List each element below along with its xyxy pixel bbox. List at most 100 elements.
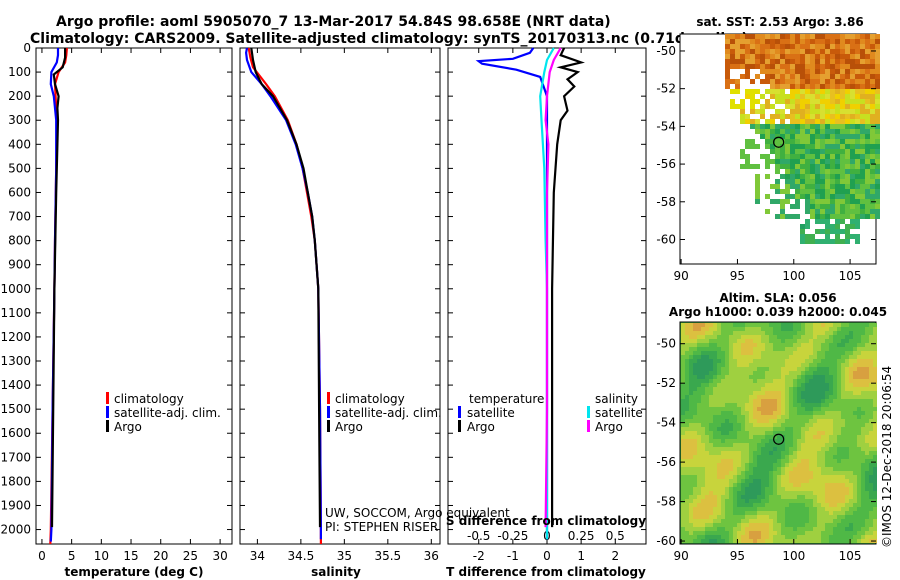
sst-pixel	[760, 49, 765, 54]
sst-pixel	[860, 129, 865, 134]
sla-pixel	[737, 519, 741, 523]
sla-pixel	[685, 423, 689, 427]
sst-pixel	[815, 149, 820, 154]
sla-pixel	[873, 531, 877, 535]
sla-pixel	[761, 327, 765, 331]
sst-pixel	[870, 139, 875, 144]
sla-pixel	[701, 455, 705, 459]
sla-pixel	[873, 463, 877, 467]
sla-pixel	[753, 439, 757, 443]
sla-pixel	[873, 343, 877, 347]
sla-pixel	[849, 467, 853, 471]
sla-pixel	[773, 415, 777, 419]
sla-pixel	[725, 395, 729, 399]
sla-pixel	[801, 367, 805, 371]
sla-pixel	[821, 371, 825, 375]
sst-pixel	[840, 39, 845, 44]
sst-pixel	[840, 159, 845, 164]
sla-pixel	[685, 479, 689, 483]
sla-pixel	[845, 495, 849, 499]
sla-pixel	[717, 511, 721, 515]
sla-pixel	[737, 423, 741, 427]
sla-pixel	[793, 483, 797, 487]
lat-tick-label: -58	[656, 495, 676, 509]
sla-pixel	[753, 451, 757, 455]
sst-pixel	[785, 84, 790, 89]
sla-pixel	[873, 383, 877, 387]
sla-pixel	[693, 503, 697, 507]
sla-pixel	[721, 395, 725, 399]
sla-pixel	[745, 487, 749, 491]
sla-pixel	[849, 419, 853, 423]
sla-pixel	[693, 351, 697, 355]
sla-pixel	[681, 527, 685, 531]
sst-pixel	[745, 44, 750, 49]
sla-pixel	[837, 467, 841, 471]
sla-pixel	[821, 439, 825, 443]
sla-pixel	[817, 491, 821, 495]
sla-pixel	[737, 391, 741, 395]
sla-pixel	[761, 383, 765, 387]
sla-pixel	[721, 379, 725, 383]
sla-pixel	[853, 411, 857, 415]
sst-pixel	[810, 189, 815, 194]
sla-pixel	[729, 527, 733, 531]
sla-pixel	[777, 439, 781, 443]
sst-pixel	[810, 239, 815, 244]
sla-pixel	[717, 495, 721, 499]
sla-pixel	[785, 447, 789, 451]
sla-pixel	[801, 491, 805, 495]
sla-pixel	[693, 367, 697, 371]
sla-pixel	[685, 403, 689, 407]
sla-pixel	[793, 519, 797, 523]
depth-axis-labels: 0100200300400500600700800900100011001200…	[0, 41, 31, 537]
sla-pixel	[805, 387, 809, 391]
sla-pixel	[741, 335, 745, 339]
sla-pixel	[693, 475, 697, 479]
sst-pixel	[845, 144, 850, 149]
sla-pixel	[705, 391, 709, 395]
sla-pixel	[737, 471, 741, 475]
sla-pixel	[805, 427, 809, 431]
sst-pixel	[770, 184, 775, 189]
sla-pixel	[709, 527, 713, 531]
sla-pixel	[777, 431, 781, 435]
sla-pixel	[701, 511, 705, 515]
sla-pixel	[745, 523, 749, 527]
sst-pixel	[765, 164, 770, 169]
sla-pixel	[857, 475, 861, 479]
sla-pixel	[845, 503, 849, 507]
sla-pixel	[781, 395, 785, 399]
sla-pixel	[825, 511, 829, 515]
sst-pixel	[860, 49, 865, 54]
sla-pixel	[769, 431, 773, 435]
sla-pixel	[749, 503, 753, 507]
sla-pixel	[841, 407, 845, 411]
sla-pixel	[793, 487, 797, 491]
sla-pixel	[789, 411, 793, 415]
sla-pixel	[817, 387, 821, 391]
sla-pixel	[793, 427, 797, 431]
sla-pixel	[829, 443, 833, 447]
sla-pixel	[681, 515, 685, 519]
sla-pixel	[721, 419, 725, 423]
sst-pixel	[820, 54, 825, 59]
sla-pixel	[813, 395, 817, 399]
sst-pixel	[745, 164, 750, 169]
sla-pixel	[769, 527, 773, 531]
sla-pixel	[793, 515, 797, 519]
sla-pixel	[697, 499, 701, 503]
sla-pixel	[709, 403, 713, 407]
sla-pixel	[817, 499, 821, 503]
sst-pixel	[800, 109, 805, 114]
sla-pixel	[709, 479, 713, 483]
sla-pixel	[829, 535, 833, 539]
x-tick-label: 30	[212, 549, 227, 563]
sla-pixel	[861, 371, 865, 375]
sst-pixel	[835, 49, 840, 54]
sla-pixel	[861, 443, 865, 447]
sla-pixel	[745, 351, 749, 355]
sla-pixel	[869, 483, 873, 487]
sla-pixel	[861, 327, 865, 331]
sla-pixel	[817, 383, 821, 387]
